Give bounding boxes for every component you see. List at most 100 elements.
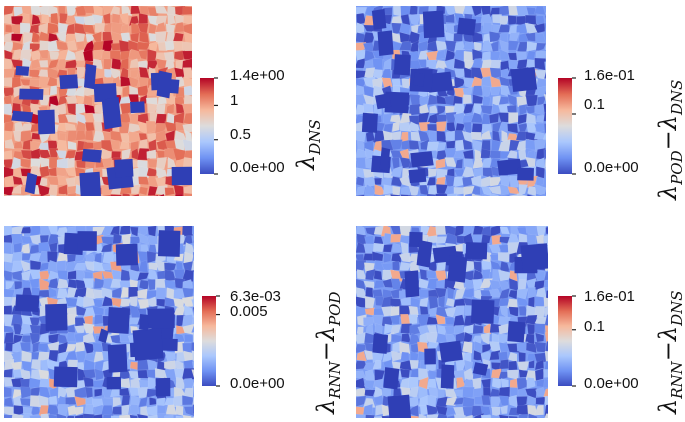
colorbar-min-label: 0.0e+00 xyxy=(230,159,285,176)
mesh-cell xyxy=(4,270,13,282)
mesh-cell xyxy=(164,414,174,418)
mesh-cell xyxy=(517,279,527,290)
mesh-cell xyxy=(356,226,366,237)
mesh-cell xyxy=(399,341,411,354)
mesh-cell xyxy=(492,269,502,282)
mesh-cell xyxy=(4,194,14,196)
mesh-cell xyxy=(526,377,536,390)
mesh-cell xyxy=(67,270,78,280)
mesh-cell xyxy=(419,306,429,316)
mesh-cell xyxy=(482,85,493,98)
mesh-cell xyxy=(111,269,122,280)
mesh-cell xyxy=(100,147,112,161)
mesh-cell xyxy=(110,388,122,398)
mesh-cell xyxy=(516,404,529,416)
mesh-cell xyxy=(49,194,57,196)
mesh-cell xyxy=(192,416,194,418)
mesh-cell xyxy=(137,288,148,300)
mesh-cell xyxy=(544,360,548,371)
mesh-cell xyxy=(390,226,402,236)
mesh-cell xyxy=(356,351,367,362)
mesh-cell xyxy=(535,157,545,171)
mesh-cell xyxy=(83,315,93,327)
mesh-cell xyxy=(94,368,106,381)
mesh-cell xyxy=(392,261,400,271)
mesh-cell xyxy=(129,69,140,80)
mesh-cell xyxy=(398,252,411,263)
mesh-cell xyxy=(92,414,103,418)
mesh-cell xyxy=(83,341,96,354)
mesh-cell xyxy=(498,96,511,107)
mesh-cell xyxy=(137,358,149,371)
mesh-cell xyxy=(534,323,546,335)
mesh-cell xyxy=(372,359,382,370)
mesh-cell xyxy=(390,166,403,178)
mesh-cell xyxy=(418,121,431,132)
mesh-cell xyxy=(544,413,548,418)
mesh-cell xyxy=(119,387,131,397)
mesh-cell xyxy=(364,369,376,381)
mesh-cell xyxy=(175,405,184,416)
mesh-cell xyxy=(545,290,548,301)
mesh-cell xyxy=(164,279,176,290)
mesh-cell xyxy=(29,317,41,328)
mesh-cell xyxy=(399,122,412,132)
mesh-cell xyxy=(182,50,192,61)
mesh-cell xyxy=(533,183,546,196)
mesh-cell xyxy=(66,415,75,418)
mesh-cell xyxy=(545,340,548,352)
mesh-cell xyxy=(356,194,365,196)
field-plot-rnn-minus-dns xyxy=(356,226,548,418)
mesh-cell xyxy=(120,23,129,33)
mesh-cell xyxy=(499,260,510,272)
mesh-cell xyxy=(184,129,192,144)
mesh-cell xyxy=(543,279,548,288)
mesh-cell xyxy=(428,168,437,178)
mesh-cell xyxy=(426,270,437,279)
mesh-cell xyxy=(383,184,394,195)
mesh-cell xyxy=(147,377,157,390)
mesh-cell xyxy=(365,414,376,418)
mesh-cell xyxy=(372,76,384,88)
inclusion-block xyxy=(15,65,30,76)
mesh-cell xyxy=(157,193,165,196)
mesh-cell xyxy=(146,149,157,159)
mesh-cell xyxy=(101,263,113,271)
mesh-cell xyxy=(543,388,548,399)
mesh-cell xyxy=(533,22,546,34)
mesh-cell xyxy=(492,121,502,134)
mesh-cell xyxy=(527,193,534,196)
inclusion-block xyxy=(79,171,102,196)
mesh-cell xyxy=(435,314,446,325)
mesh-cell xyxy=(436,130,447,143)
mesh-cell xyxy=(436,142,447,152)
mesh-cell xyxy=(365,268,376,281)
mesh-cell xyxy=(498,414,509,418)
mesh-cell xyxy=(544,350,548,362)
mesh-cell xyxy=(492,130,501,142)
mesh-cell xyxy=(435,193,447,196)
inclusion-block xyxy=(371,8,387,30)
mesh-cell xyxy=(470,131,483,141)
mesh-cell xyxy=(419,332,428,344)
mesh-cell xyxy=(462,86,473,98)
colorbar-min-label: 0.0e+00 xyxy=(230,375,285,392)
mesh-cell xyxy=(533,131,546,140)
mesh-cell xyxy=(356,395,367,407)
mesh-cell xyxy=(436,121,447,133)
mesh-cell xyxy=(28,414,41,418)
mesh-cell xyxy=(517,361,530,372)
colorbar-gradient xyxy=(558,296,572,386)
mesh-cell xyxy=(490,176,503,187)
mesh-cell xyxy=(444,185,457,196)
mesh-cell xyxy=(535,332,545,343)
mesh-cell xyxy=(120,102,131,116)
mesh-cell xyxy=(435,396,448,408)
mesh-cell xyxy=(139,193,150,196)
mesh-cell xyxy=(391,157,400,170)
inclusion-block xyxy=(45,303,68,331)
mesh-cell xyxy=(73,262,86,271)
mesh-cell xyxy=(101,139,114,152)
inclusion-block xyxy=(383,367,400,390)
mesh-cell xyxy=(444,147,457,160)
